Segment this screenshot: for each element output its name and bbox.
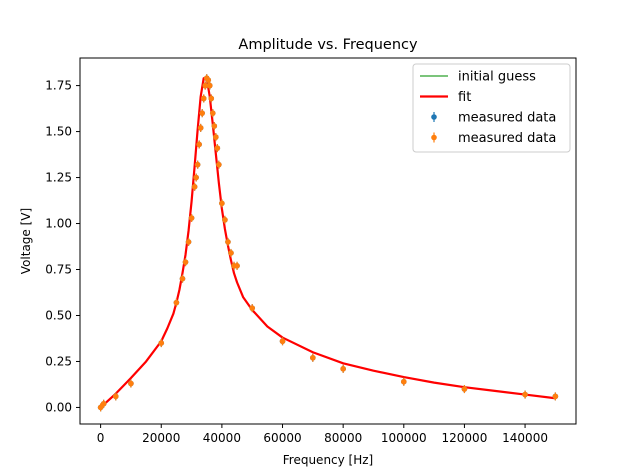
x-tick-label: 140000 (502, 431, 548, 445)
data-point (197, 125, 204, 131)
data-point (522, 391, 528, 398)
y-tick-label: 0.50 (45, 308, 72, 322)
data-point (214, 145, 221, 151)
data-point (211, 123, 218, 129)
y-tick-label: 1.50 (45, 125, 72, 139)
data-point (249, 305, 256, 311)
y-tick-label: 0.00 (45, 400, 72, 414)
x-axis: 0 20000 40000 60000 80000 100000 120000 140000 (97, 424, 548, 445)
data-point (196, 141, 202, 148)
x-tick-label: 40000 (203, 431, 241, 445)
x-tick-label: 80000 (324, 431, 362, 445)
data-point (225, 239, 231, 245)
data-point (206, 82, 213, 89)
data-point (194, 161, 201, 168)
data-point (202, 82, 209, 89)
plot-area (97, 74, 559, 412)
data-point (461, 386, 468, 392)
data-point (182, 259, 189, 265)
data-point (222, 217, 228, 223)
x-tick-label: 0 (97, 431, 105, 445)
data-point (234, 263, 240, 269)
data-point (191, 183, 198, 190)
y-tick-label: 0.75 (45, 263, 72, 277)
y-tick-label: 1.00 (45, 217, 72, 231)
data-point (208, 95, 215, 102)
data-point (400, 378, 407, 385)
data-point (112, 393, 119, 400)
data-point (128, 380, 134, 387)
data-point (219, 200, 225, 207)
legend-label: measured data (458, 131, 556, 146)
data-point (188, 215, 195, 221)
chart-title: Amplitude vs. Frequency (238, 37, 418, 53)
x-tick-label: 120000 (442, 431, 488, 445)
x-tick-label: 20000 (142, 431, 180, 445)
legend-label: fit (458, 90, 471, 105)
data-point (340, 366, 346, 372)
data-point (228, 250, 234, 256)
data-point (310, 354, 316, 361)
legend-swatch-marker (431, 134, 437, 141)
data-point (200, 95, 207, 102)
data-point (213, 134, 219, 140)
data-point (209, 110, 216, 116)
data-point (552, 393, 559, 400)
data-point (173, 299, 180, 306)
data-point (185, 239, 192, 245)
data-point (179, 275, 186, 282)
data-point (199, 110, 205, 116)
data-point (193, 174, 199, 181)
y-tick-label: 1.25 (45, 171, 72, 185)
data-point (97, 404, 104, 411)
legend-label: measured data (458, 111, 556, 126)
data-point (158, 340, 165, 346)
data-point (205, 77, 212, 83)
data-point (100, 400, 107, 407)
legend-label: initial guess (458, 70, 536, 85)
data-point (279, 338, 286, 345)
y-axis: 0.00 0.25 0.50 0.75 1.00 1.25 1.50 1.75 (45, 79, 80, 414)
legend-box (412, 63, 571, 153)
y-tick-label: 1.75 (45, 79, 72, 93)
plot-frame (79, 57, 577, 425)
x-tick-label: 60000 (263, 431, 301, 445)
legend: initial guess fit measured data measured d… (412, 63, 571, 153)
series-points (97, 74, 559, 412)
legend-swatch-marker (431, 114, 437, 120)
x-tick-label: 100000 (381, 431, 427, 445)
y-tick-label: 0.25 (45, 354, 72, 368)
data-point (216, 161, 222, 168)
x-axis-title: Frequency [Hz] (283, 453, 374, 467)
y-axis-title: Voltage [V] (19, 208, 33, 274)
